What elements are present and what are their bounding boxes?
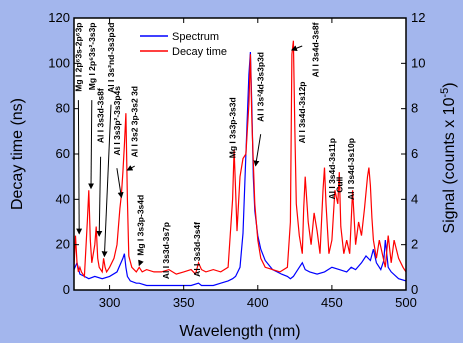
annotation-arrow-5 [126, 165, 135, 171]
y2-axis-title-close: ) [441, 82, 458, 87]
y-tick-label: 60 [56, 146, 70, 161]
annotation-label-13: Al I 3s4d-3s11p [327, 138, 337, 199]
y-tick-label: 120 [48, 10, 70, 25]
legend: Spectrum Decay time [140, 31, 227, 58]
annotation-label-5: Al I 3s2 3p-3s2 3d [130, 86, 140, 157]
annotation-arrow-6 [138, 259, 144, 267]
y-tick-label: 40 [56, 191, 70, 206]
annotation-label-9: Mg I 3s3p-3s3d [228, 97, 238, 158]
annotation-arrow-10 [253, 134, 262, 167]
y2-tick-label: 0 [411, 282, 418, 297]
y2-tick-label: 2 [411, 237, 418, 252]
annotation-arrow-11 [290, 45, 303, 51]
x-tick-label: 400 [247, 295, 269, 310]
annotation-label-4: Al I 3s3p²-3s3p4s [112, 86, 122, 156]
annotation-arrow-0 [76, 100, 83, 235]
annotation-label-2: Al I 3s3d-3s8f [96, 88, 106, 143]
annotation-label-0: Mg I 2p⁶3s-2p⁶3p [73, 23, 83, 92]
annotation-label-15: Al I 3s4d-3s10p [346, 138, 356, 200]
legend-label-spectrum: Spectrum [172, 31, 219, 43]
y2-tick-label: 8 [411, 101, 418, 116]
x-tick-label: 350 [173, 295, 195, 310]
y2-axis-title-main: Signal (counts x 10 [441, 97, 458, 233]
y-tick-label: 80 [56, 101, 70, 116]
annotation-arrow-1 [88, 100, 95, 190]
y2-tick-label: 10 [411, 55, 425, 70]
annotation-label-7: Al I 3s3d-3s7p [161, 222, 171, 279]
y-tick-label: 0 [63, 282, 70, 297]
y2-axis-title-sup: -5 [439, 88, 451, 98]
x-tick-label: 300 [99, 295, 121, 310]
y-tick-label: 100 [48, 55, 70, 70]
annotation-arrow-2 [96, 156, 103, 237]
annotation-label-12: Al I 3s4d-3s8f [311, 22, 321, 77]
annotation-arrow-3 [101, 104, 112, 258]
series-group [74, 40, 406, 287]
y-axis-title: Decay time (ns) [9, 98, 26, 210]
legend-label-decay-time: Decay time [172, 46, 227, 58]
x-tick-label: 500 [395, 295, 417, 310]
annotation-label-6: Mg I 3s3p-3s4d [136, 195, 146, 256]
annotation-label-11: Al I 3s4d-3s12p [297, 82, 307, 144]
y2-tick-label: 4 [411, 191, 418, 206]
annotation-label-1: Mg I 2p⁶3s²-3s3p [87, 23, 97, 91]
y-tick-label: 20 [56, 237, 70, 252]
annotation-label-10: Al I 3s²4d-3s3p3d [256, 52, 266, 122]
annotation-label-3: Al I 3s²nd-3s3p3d [106, 23, 116, 93]
annotation-label-8: Al I 3s3d-3s4f [192, 222, 202, 277]
annotation-arrow-4 [116, 168, 124, 199]
x-axis-title: Wavelength (nm) [179, 323, 300, 340]
series-line-decay-time [74, 40, 406, 279]
annotation-label-14: CuII [334, 177, 344, 193]
y2-axis-title: Signal (counts x 10-5) [439, 82, 458, 233]
x-tick-label: 450 [321, 295, 343, 310]
y2-tick-label: 6 [411, 146, 418, 161]
y2-tick-label: 12 [411, 10, 425, 25]
